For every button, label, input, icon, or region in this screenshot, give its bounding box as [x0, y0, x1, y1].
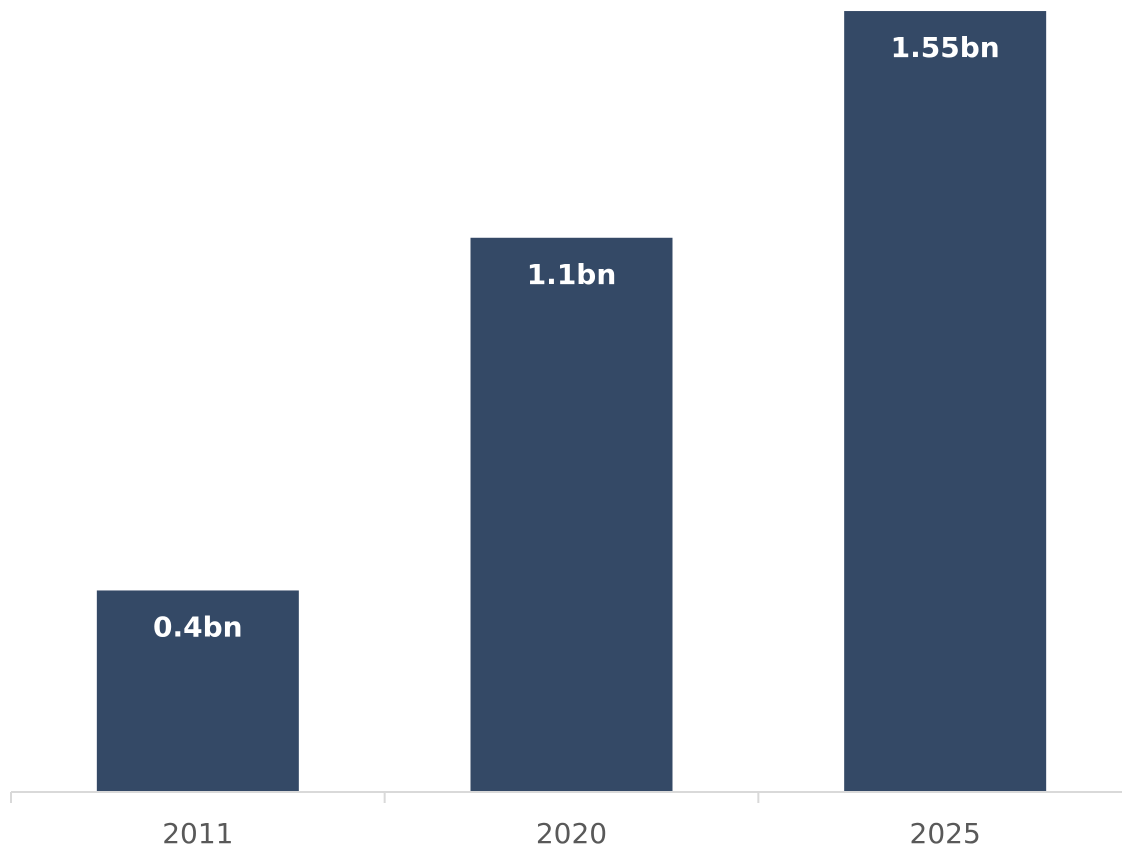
x-axis: [10, 791, 1122, 803]
data-label-2020: 1.1bn: [527, 258, 617, 291]
x-tick-label-2011: 2011: [162, 817, 233, 846]
data-label-2011: 0.4bn: [153, 610, 243, 643]
x-tick-label-2020: 2020: [536, 817, 607, 846]
x-tick-label-2025: 2025: [910, 817, 981, 846]
data-label-2025: 1.55bn: [891, 31, 1000, 64]
bar-2020: [470, 237, 673, 792]
bar-2025: [844, 11, 1047, 793]
x-tick-labels-group: 2011 2020 2025: [162, 817, 981, 846]
bars-group: [96, 11, 1047, 793]
bar-2011: [96, 590, 299, 792]
data-labels-group: 0.4bn 1.1bn 1.55bn: [153, 31, 1000, 643]
